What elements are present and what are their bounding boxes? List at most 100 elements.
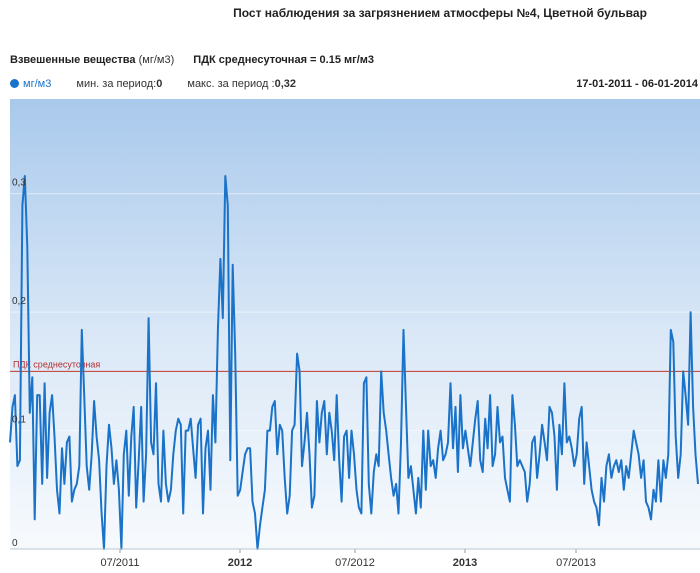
data-point: [274, 400, 276, 402]
data-point: [54, 436, 56, 438]
data-point: [690, 311, 692, 313]
legend-series-label[interactable]: мг/м3: [23, 78, 52, 90]
data-point: [138, 459, 140, 461]
data-point: [521, 465, 523, 467]
data-point: [472, 441, 474, 443]
data-point: [630, 453, 632, 455]
data-point: [81, 329, 83, 331]
data-point: [509, 501, 511, 503]
data-point: [101, 513, 103, 515]
data-point: [365, 376, 367, 378]
data-point: [516, 465, 518, 467]
data-point: [214, 441, 216, 443]
data-point: [583, 483, 585, 485]
data-point: [311, 507, 313, 509]
data-point: [615, 459, 617, 461]
data-point: [536, 477, 538, 479]
data-point: [494, 453, 496, 455]
data-point: [353, 453, 355, 455]
data-point: [445, 453, 447, 455]
data-point: [598, 524, 600, 526]
data-point: [351, 430, 353, 432]
data-point: [331, 430, 333, 432]
data-point: [185, 430, 187, 432]
data-point: [655, 501, 657, 503]
data-point: [51, 394, 53, 396]
data-point: [111, 447, 113, 449]
data-point: [605, 465, 607, 467]
data-point: [657, 459, 659, 461]
data-point: [447, 441, 449, 443]
data-point: [450, 382, 452, 384]
data-point: [321, 412, 323, 414]
data-point: [234, 353, 236, 355]
data-point: [596, 507, 598, 509]
data-point: [244, 453, 246, 455]
data-point: [628, 477, 630, 479]
data-point: [130, 436, 132, 438]
data-point: [400, 441, 402, 443]
data-point: [556, 489, 558, 491]
data-point: [167, 501, 169, 503]
data-point: [200, 418, 202, 420]
data-point: [506, 489, 508, 491]
data-point: [140, 406, 142, 408]
data-point: [16, 465, 18, 467]
data-point: [455, 406, 457, 408]
data-point: [133, 406, 135, 408]
data-point: [343, 436, 345, 438]
y-tick-label: 0,2: [12, 296, 26, 307]
data-point: [645, 501, 647, 503]
data-point: [281, 430, 283, 432]
max-stat: макс. за период :0,32: [187, 78, 296, 90]
data-point: [210, 489, 212, 491]
data-point: [462, 447, 464, 449]
data-point: [318, 441, 320, 443]
data-point: [34, 518, 36, 520]
data-point: [692, 406, 694, 408]
data-point: [296, 353, 298, 355]
data-point: [601, 477, 603, 479]
data-point: [618, 471, 620, 473]
data-point: [563, 382, 565, 384]
data-point: [393, 495, 395, 497]
data-point: [341, 501, 343, 503]
data-point: [259, 524, 261, 526]
data-point: [279, 424, 281, 426]
data-point: [514, 424, 516, 426]
date-range[interactable]: 17-01-2011 - 06-01-2014: [576, 78, 698, 90]
data-point: [422, 430, 424, 432]
data-point: [68, 436, 70, 438]
data-point: [66, 441, 68, 443]
data-point: [49, 412, 51, 414]
data-point: [71, 501, 73, 503]
max-label: макс. за период :: [187, 78, 275, 90]
data-point: [534, 436, 536, 438]
data-point: [135, 507, 137, 509]
data-point: [482, 471, 484, 473]
data-point: [358, 507, 360, 509]
data-point: [313, 495, 315, 497]
data-point: [254, 513, 256, 515]
data-point: [432, 459, 434, 461]
data-point: [145, 453, 147, 455]
data-point: [46, 477, 48, 479]
data-point: [405, 406, 407, 408]
data-point: [373, 471, 375, 473]
data-point: [106, 465, 108, 467]
data-point: [333, 459, 335, 461]
data-point: [603, 501, 605, 503]
data-point: [24, 175, 26, 177]
data-point: [442, 459, 444, 461]
data-point: [123, 453, 125, 455]
data-point: [417, 477, 419, 479]
data-point: [670, 329, 672, 331]
data-point: [304, 441, 306, 443]
data-point: [427, 430, 429, 432]
data-point: [73, 489, 75, 491]
metric-header: Взвешенные вещества (мг/м3) ПДК среднесу…: [10, 54, 374, 66]
data-point: [531, 441, 533, 443]
x-tick-label: 2013: [453, 557, 477, 569]
data-point: [76, 483, 78, 485]
